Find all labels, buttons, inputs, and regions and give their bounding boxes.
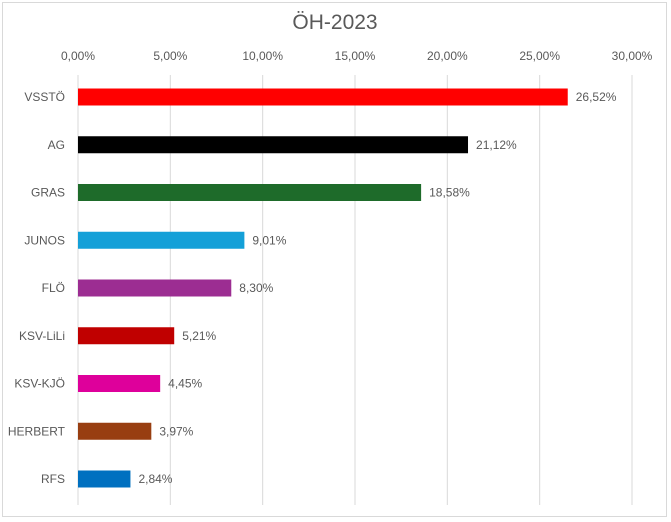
data-label: 21,12% (476, 138, 517, 152)
x-tick-label: 5,00% (153, 49, 187, 63)
data-label: 8,30% (239, 281, 273, 295)
bar-flö (78, 279, 232, 297)
data-label: 5,21% (182, 329, 216, 343)
category-label: HERBERT (8, 424, 66, 438)
bar-ksv-kjö (78, 375, 161, 392)
data-label: 26,52% (576, 90, 617, 104)
bar-rfs (78, 470, 131, 488)
category-label: GRAS (31, 186, 65, 200)
data-label: 4,45% (168, 377, 202, 391)
category-label: FLÖ (42, 281, 65, 295)
bar-ksv-lili (78, 327, 175, 345)
data-label: 2,84% (138, 472, 172, 486)
bar-herbert (78, 422, 152, 440)
data-label: 9,01% (252, 233, 286, 247)
x-tick-label: 20,00% (427, 49, 468, 63)
bar-ag (78, 136, 469, 154)
x-tick-label: 0,00% (61, 49, 95, 63)
chart-title: ÖH-2023 (292, 11, 377, 34)
bar-vsstö (78, 88, 568, 106)
x-tick-label: 30,00% (612, 49, 653, 63)
data-label: 18,58% (429, 186, 470, 200)
category-label: KSV-KJÖ (14, 377, 65, 391)
x-tick-label: 25,00% (519, 49, 560, 63)
data-label: 3,97% (159, 424, 193, 438)
category-label: AG (48, 138, 65, 152)
bar-junos (78, 231, 245, 249)
category-label: RFS (41, 472, 65, 486)
chart-area (2, 2, 667, 517)
x-tick-label: 10,00% (242, 49, 283, 63)
category-label: KSV-LiLi (19, 329, 65, 343)
bar-gras (78, 184, 422, 201)
category-label: JUNOS (24, 233, 65, 247)
category-label: VSSTÖ (24, 90, 65, 104)
x-tick-label: 15,00% (335, 49, 376, 63)
